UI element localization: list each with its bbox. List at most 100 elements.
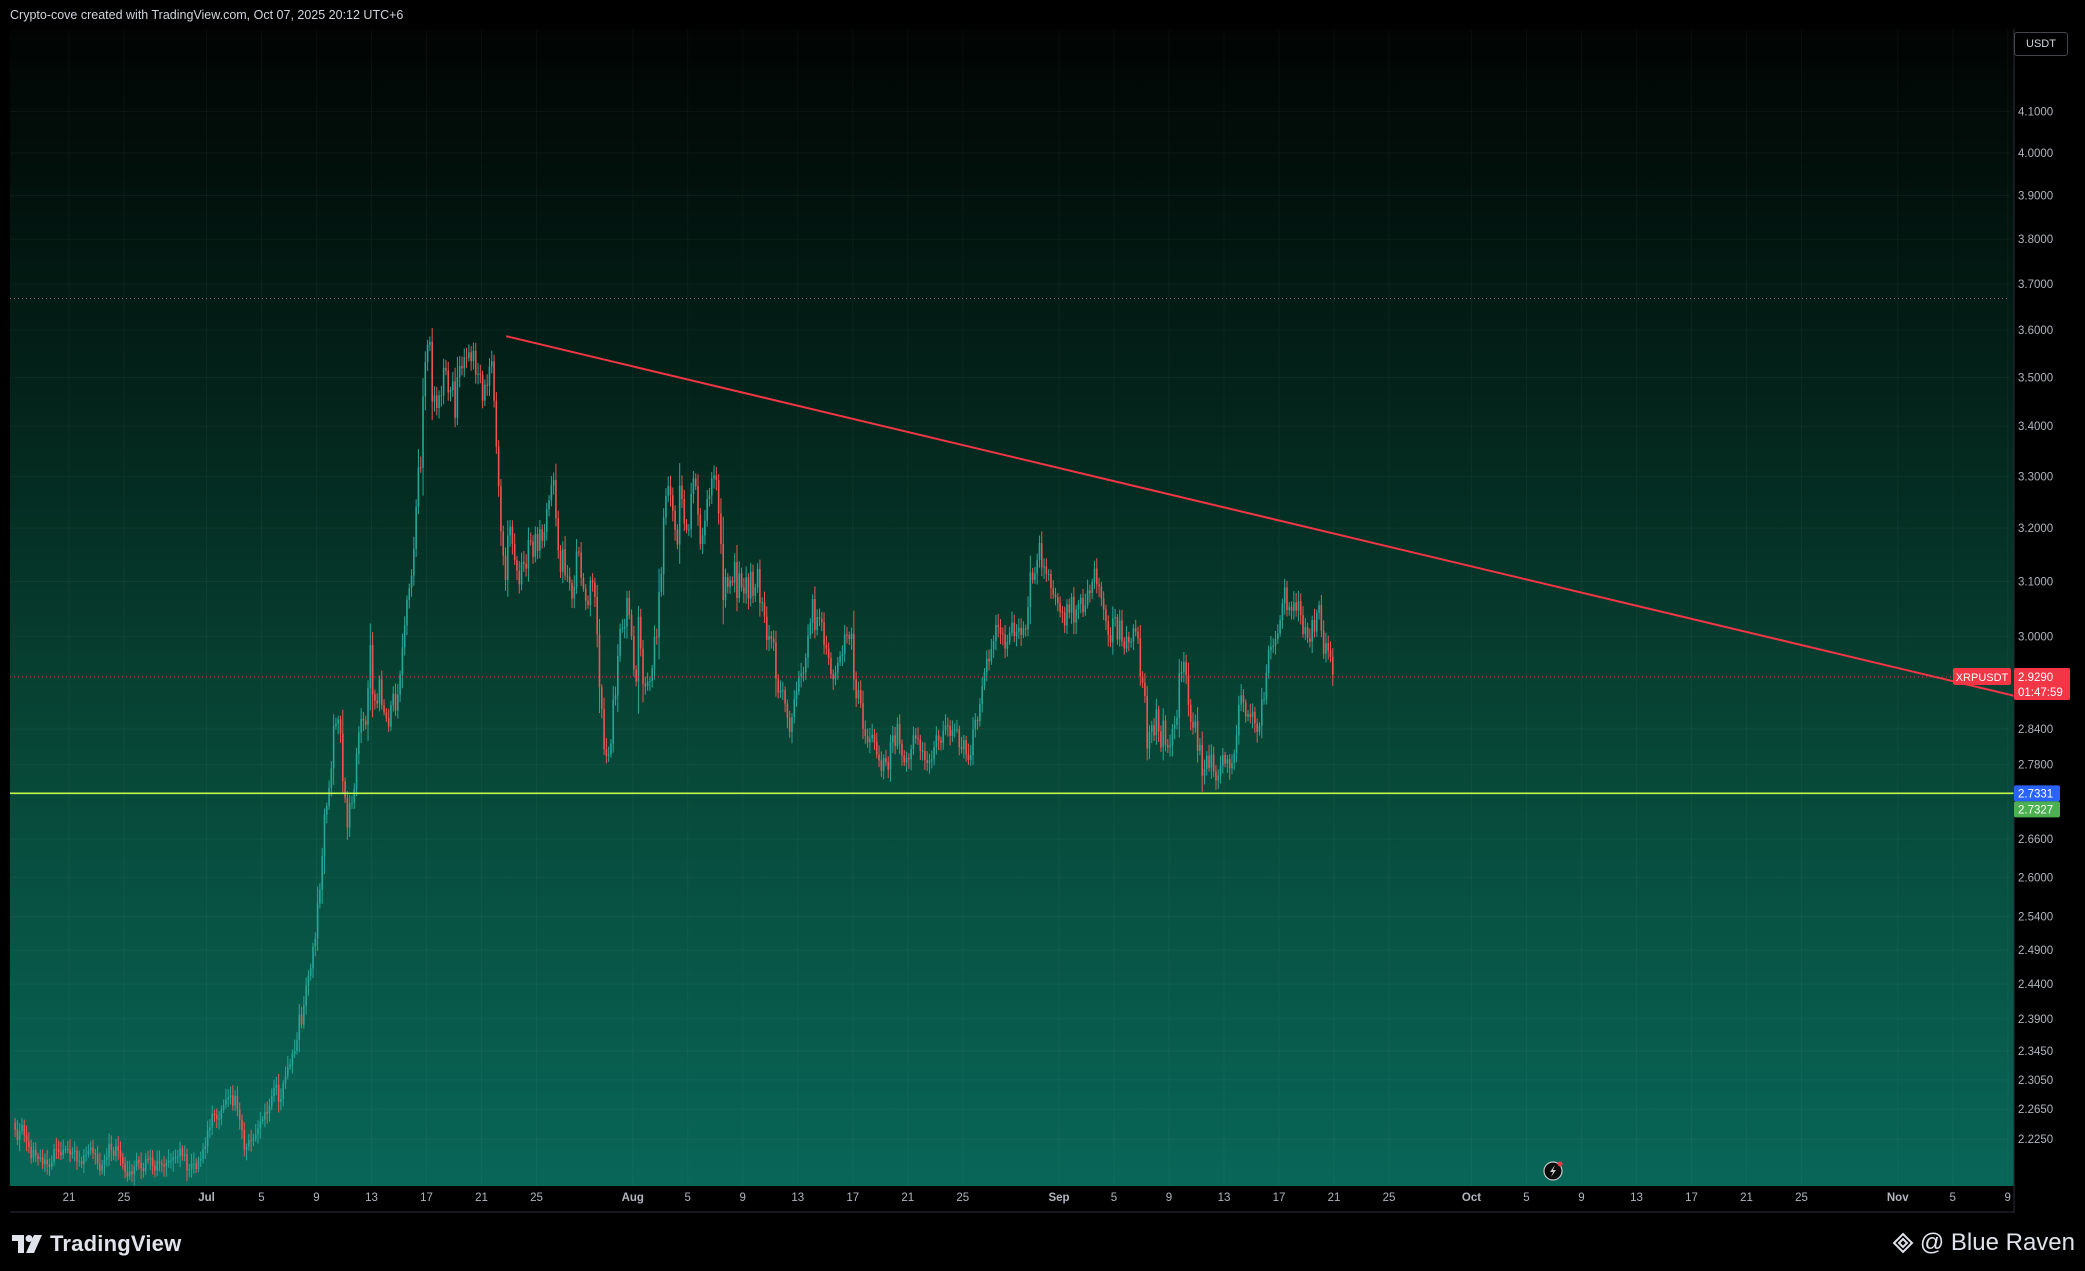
candle-body (303, 1005, 305, 1025)
candle-body (1068, 604, 1071, 613)
candle-body (1155, 709, 1158, 736)
y-tick-label: 2.8400 (2018, 724, 2053, 736)
candle-body (39, 1157, 42, 1159)
candle-body (850, 633, 853, 639)
candle-body (25, 1135, 28, 1142)
candle-body (882, 758, 885, 771)
candle-body (426, 344, 429, 363)
x-axis: 21 25 Jul 5 9 13 17 21 25 Aug 5 9 13 17 21 25 Sep 5 9 13 17 2… (10, 1186, 2084, 1213)
candle-body (947, 725, 949, 727)
candle-body (1018, 627, 1020, 632)
candle-body (312, 946, 314, 969)
candle-body (387, 718, 390, 727)
x-tick-label: 21 (63, 1192, 76, 1204)
candle-body (924, 750, 926, 760)
candle-body (23, 1124, 26, 1136)
x-tick-label: 5 (1111, 1192, 1117, 1204)
candle-body (999, 627, 1002, 634)
descending-trendline[interactable] (506, 335, 2030, 701)
candle-body (28, 1141, 30, 1147)
candle-body (956, 729, 958, 731)
candle-body (965, 740, 967, 755)
candle-body (985, 658, 988, 673)
candle-body (1251, 711, 1254, 718)
candle-body (747, 577, 750, 599)
price-chart[interactable]: 21 25 Jul 5 9 13 17 21 25 Aug 5 9 13 17 21 25 Sep 5 9 13 17 2… (0, 0, 2085, 1213)
candle-body (94, 1152, 97, 1155)
candle-body (406, 600, 408, 626)
y-tick-label: 2.2650 (2018, 1104, 2053, 1116)
candle-body (1283, 587, 1286, 604)
candle-body (637, 616, 640, 682)
candle-body (131, 1171, 133, 1175)
candle-body (89, 1147, 92, 1151)
candle-body (442, 367, 445, 396)
candle-body (472, 350, 475, 362)
candle-body (204, 1145, 207, 1150)
candle-body (399, 674, 401, 695)
candle-body (1201, 744, 1203, 776)
candle-body (930, 759, 933, 761)
candle-body (1160, 731, 1162, 748)
candle-body (403, 625, 406, 648)
candle-body (108, 1143, 110, 1158)
candle-body (348, 803, 351, 828)
candle-body (227, 1097, 230, 1100)
candle-body (1043, 566, 1045, 568)
candle-body (252, 1138, 255, 1141)
candle-body (591, 580, 594, 583)
candle-body (209, 1127, 211, 1131)
candle-body (1164, 720, 1167, 745)
candle-body (1098, 584, 1100, 587)
candle-body (1116, 617, 1119, 640)
candle-body (619, 628, 621, 656)
y-tick-label: 3.2000 (2018, 523, 2053, 535)
currency-button[interactable]: USDT (2014, 32, 2068, 56)
candle-body (335, 723, 337, 726)
candle-body (245, 1146, 248, 1150)
candle-body (1228, 759, 1231, 769)
candle-body (177, 1156, 179, 1158)
candle-body (621, 628, 624, 630)
candle-body (1260, 699, 1263, 726)
x-tick-label: 5 (258, 1192, 264, 1204)
candle-body (213, 1113, 216, 1116)
candle-body (238, 1109, 241, 1120)
candle-body (919, 739, 922, 751)
candle-body (584, 588, 587, 601)
candle-body (142, 1168, 145, 1172)
candle-body (578, 551, 580, 553)
candle-body (1013, 622, 1016, 637)
candle-body (1084, 605, 1087, 613)
candle-body (594, 582, 596, 597)
candle-body (568, 576, 571, 584)
chart-attribution-text: Crypto-cove created with TradingView.com… (10, 8, 404, 22)
candle-body (960, 747, 963, 750)
candle-body (949, 725, 951, 736)
candle-body (559, 550, 562, 572)
candle-body (1295, 602, 1297, 611)
candle-body (660, 573, 663, 592)
candle-body (1244, 702, 1247, 717)
candle-body (493, 361, 495, 401)
candle-body (117, 1145, 120, 1151)
candle-body (461, 366, 463, 369)
candle-body (14, 1122, 16, 1130)
candle-body (1123, 641, 1126, 649)
candle-body (653, 636, 656, 669)
candle-body (62, 1149, 65, 1156)
candle-body (875, 741, 878, 755)
x-tick-label: 17 (420, 1192, 433, 1204)
candle-body (422, 396, 424, 468)
candle-body (287, 1066, 289, 1077)
candle-body (1015, 631, 1018, 637)
candle-body (248, 1139, 250, 1147)
x-tick-label: 21 (1328, 1192, 1341, 1204)
candle-body (80, 1161, 83, 1165)
candle-body (513, 544, 516, 560)
candle-body (128, 1171, 131, 1177)
candle-body (745, 577, 747, 594)
candle-body (103, 1159, 106, 1166)
candle-body (1224, 755, 1226, 764)
candle-body (1057, 597, 1059, 603)
